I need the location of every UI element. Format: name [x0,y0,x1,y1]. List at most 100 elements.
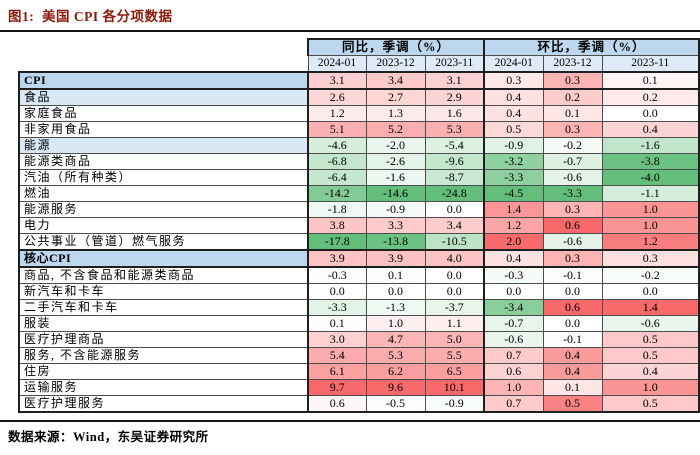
value-cell: 0.1 [542,379,603,396]
value-cell: -0.9 [424,395,485,413]
value-cell: -10.5 [424,233,485,251]
value-cell: 2.0 [483,233,544,251]
table-row: 医疗护理服务 0.6 -0.5 -0.9 0.7 0.5 0.5 [18,395,700,413]
value-cell: 0.5 [601,395,700,413]
value-cell: 1.3 [365,105,426,122]
table-row: 二手汽车和卡车 -3.3 -1.3 -3.7 -3.4 0.6 1.4 [18,299,700,316]
value-cell: 5.4 [307,347,367,364]
value-cell: -3.7 [424,299,485,316]
row-label: 能源服务 [18,201,309,218]
value-cell: -14.2 [307,185,367,202]
table-row: 能源 -4.6 -2.0 -5.4 -0.9 -0.2 -1.6 [18,137,700,154]
value-cell: 0.0 [483,283,544,300]
value-cell: 0.1 [542,105,603,122]
value-cell: -1.6 [365,169,426,186]
figure-title: 图1: 美国 CPI 各分项数据 [8,9,173,24]
value-cell: -0.6 [542,169,603,186]
value-cell: 0.3 [601,249,700,268]
value-cell: 1.0 [601,379,700,396]
row-label: 电力 [18,217,309,234]
value-cell: 6.2 [365,363,426,380]
value-cell: -2.6 [365,153,426,170]
value-cell: -0.9 [483,137,544,154]
value-cell: 0.0 [424,201,485,218]
table-row: 公共事业（管道）燃气服务 -17.8 -13.8 -10.5 2.0 -0.6 1.2 [18,233,700,251]
value-cell: -4.0 [601,169,700,186]
value-cell: -0.2 [542,137,603,154]
value-cell: 6.5 [424,363,485,380]
date-header: 2023-11 [424,55,485,73]
value-cell: -0.6 [483,331,544,348]
value-cell: 0.5 [601,347,700,364]
table-row: 能源服务 -1.8 -0.9 0.0 1.4 0.3 1.0 [18,201,700,218]
table-row: 食品 2.6 2.7 2.9 0.4 0.2 0.2 [18,88,700,106]
value-cell: 0.3 [542,71,603,90]
corner-cell [19,39,308,72]
table-row: 服务, 不含能源服务 5.4 5.3 5.5 0.7 0.4 0.5 [18,347,700,364]
value-cell: -5.4 [424,137,485,154]
row-label: 能源类商品 [18,153,309,170]
value-cell: -6.4 [307,169,367,186]
value-cell: -3.4 [483,299,544,316]
value-cell: -8.7 [424,169,485,186]
row-label: 医疗护理服务 [18,395,309,413]
value-cell: 0.0 [424,266,485,284]
value-cell: 0.0 [542,315,603,332]
cpi-table: 同比，季调（%） 环比，季调（%） 2024-01 2023-12 2023-11 2… [18,38,700,413]
value-cell: 1.0 [601,201,700,218]
value-cell: 0.4 [483,105,544,122]
value-cell: 1.6 [424,105,485,122]
value-cell: 0.7 [483,395,544,413]
value-cell: 0.3 [542,121,603,138]
value-cell: -13.8 [365,233,426,251]
table-row: CPI 3.1 3.4 3.1 0.3 0.3 0.1 [18,71,700,90]
row-label: 家庭食品 [18,105,309,122]
value-cell: 0.5 [601,331,700,348]
value-cell: 0.3 [483,71,544,90]
value-cell: 0.1 [307,315,367,332]
value-cell: 0.6 [483,363,544,380]
value-cell: -0.3 [483,266,544,284]
value-cell: 3.9 [307,249,367,268]
mom-group-header: 环比，季调（%） [483,38,700,56]
value-cell: 4.7 [365,331,426,348]
row-label: 商品, 不含食品和能源类商品 [18,266,309,284]
row-label: 医疗护理商品 [18,331,309,348]
value-cell: -0.1 [542,266,603,284]
value-cell: 0.2 [601,88,700,106]
value-cell: 5.2 [365,121,426,138]
value-cell: -0.9 [365,201,426,218]
value-cell: 10.1 [424,379,485,396]
value-cell: 1.0 [365,315,426,332]
value-cell: 3.1 [424,71,485,90]
row-label: CPI [18,71,309,90]
row-label: 食品 [18,88,309,106]
value-cell: 0.6 [542,299,603,316]
date-header: 2023-12 [365,55,426,73]
value-cell: 0.0 [307,283,367,300]
value-cell: -17.8 [307,233,367,251]
table-row: 运输服务 9.7 9.6 10.1 1.0 0.1 1.0 [18,379,700,396]
value-cell: -2.0 [365,137,426,154]
row-label: 服务, 不含能源服务 [18,347,309,364]
value-cell: 1.2 [483,217,544,234]
value-cell: 0.4 [483,249,544,268]
value-cell: -1.8 [307,201,367,218]
row-label: 服装 [18,315,309,332]
date-header: 2024-01 [307,55,367,73]
value-cell: -4.5 [483,185,544,202]
group-header-row: 同比，季调（%） 环比，季调（%） [19,38,700,72]
table-row: 燃油 -14.2 -14.6 -24.8 -4.5 -3.3 -1.1 [18,185,700,202]
table-row: 能源类商品 -6.8 -2.6 -9.6 -3.2 -0.7 -3.8 [18,153,700,170]
table-row: 新汽车和卡车 0.0 0.0 0.0 0.0 0.0 0.0 [18,283,700,300]
value-cell: 3.1 [307,71,367,90]
value-cell: 2.7 [365,88,426,106]
value-cell: -3.3 [542,185,603,202]
value-cell: -3.2 [483,153,544,170]
row-label: 能源 [18,137,309,154]
value-cell: 0.1 [365,266,426,284]
value-cell: 1.0 [483,379,544,396]
value-cell: -1.6 [601,137,700,154]
row-label: 非家用食品 [18,121,309,138]
value-cell: 9.7 [307,379,367,396]
